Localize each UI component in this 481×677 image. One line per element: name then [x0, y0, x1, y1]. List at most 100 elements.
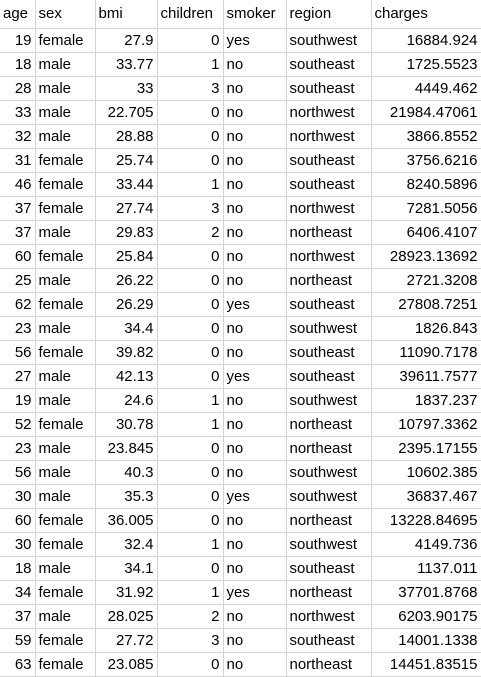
cell-children[interactable]: 1 [157, 52, 224, 77]
cell-bmi[interactable]: 35.3 [95, 484, 158, 509]
cell-charges[interactable]: 13228.84695 [371, 508, 481, 533]
cell-smoker[interactable]: no [223, 436, 287, 461]
cell-smoker[interactable]: no [223, 76, 287, 101]
cell-charges[interactable]: 10797.3362 [371, 412, 481, 437]
cell-bmi[interactable]: 40.3 [95, 460, 158, 485]
cell-charges[interactable]: 11090.7178 [371, 340, 481, 365]
cell-bmi[interactable]: 28.88 [95, 124, 158, 149]
cell-smoker[interactable]: no [223, 124, 287, 149]
cell-region[interactable]: southeast [286, 172, 372, 197]
cell-children[interactable]: 0 [157, 460, 224, 485]
cell-age[interactable]: 30 [0, 532, 36, 557]
cell-children[interactable]: 0 [157, 484, 224, 509]
cell-smoker[interactable]: yes [223, 28, 287, 53]
cell-region[interactable]: northwest [286, 100, 372, 125]
cell-bmi[interactable]: 42.13 [95, 364, 158, 389]
cell-region[interactable]: southwest [286, 388, 372, 413]
cell-age[interactable]: 33 [0, 100, 36, 125]
cell-children[interactable]: 0 [157, 244, 224, 269]
cell-age[interactable]: 46 [0, 172, 36, 197]
cell-sex[interactable]: female [35, 508, 96, 533]
cell-region[interactable]: southwest [286, 28, 372, 53]
cell-age[interactable]: 56 [0, 460, 36, 485]
cell-sex[interactable]: male [35, 124, 96, 149]
cell-sex[interactable]: male [35, 388, 96, 413]
cell-age[interactable]: 62 [0, 292, 36, 317]
cell-age[interactable]: 37 [0, 604, 36, 629]
cell-charges[interactable]: 10602.385 [371, 460, 481, 485]
cell-bmi[interactable]: 33.44 [95, 172, 158, 197]
cell-sex[interactable]: female [35, 292, 96, 317]
cell-sex[interactable]: female [35, 412, 96, 437]
cell-charges[interactable]: 39611.7577 [371, 364, 481, 389]
cell-age[interactable]: 25 [0, 268, 36, 293]
cell-sex[interactable]: female [35, 532, 96, 557]
cell-region[interactable]: southeast [286, 364, 372, 389]
cell-smoker[interactable]: no [223, 244, 287, 269]
cell-sex[interactable]: male [35, 316, 96, 341]
cell-region[interactable]: northeast [286, 508, 372, 533]
cell-smoker[interactable]: no [223, 172, 287, 197]
cell-age[interactable]: 32 [0, 124, 36, 149]
cell-bmi[interactable]: 23.845 [95, 436, 158, 461]
cell-smoker[interactable]: no [223, 556, 287, 581]
cell-children[interactable]: 0 [157, 652, 224, 677]
cell-children[interactable]: 0 [157, 292, 224, 317]
cell-region[interactable]: southeast [286, 292, 372, 317]
cell-bmi[interactable]: 27.74 [95, 196, 158, 221]
cell-charges[interactable]: 3866.8552 [371, 124, 481, 149]
cell-smoker[interactable]: no [223, 100, 287, 125]
cell-age[interactable]: 31 [0, 148, 36, 173]
cell-children[interactable]: 0 [157, 508, 224, 533]
cell-charges[interactable]: 14001.1338 [371, 628, 481, 653]
cell-smoker[interactable]: yes [223, 292, 287, 317]
cell-children[interactable]: 0 [157, 148, 224, 173]
cell-charges[interactable]: 28923.13692 [371, 244, 481, 269]
header-cell-sex[interactable]: sex [35, 0, 96, 29]
cell-bmi[interactable]: 27.9 [95, 28, 158, 53]
cell-region[interactable]: southeast [286, 628, 372, 653]
cell-age[interactable]: 30 [0, 484, 36, 509]
cell-age[interactable]: 59 [0, 628, 36, 653]
cell-charges[interactable]: 14451.83515 [371, 652, 481, 677]
cell-smoker[interactable]: no [223, 604, 287, 629]
cell-bmi[interactable]: 33 [95, 76, 158, 101]
cell-charges[interactable]: 2721.3208 [371, 268, 481, 293]
cell-bmi[interactable]: 26.29 [95, 292, 158, 317]
cell-sex[interactable]: male [35, 604, 96, 629]
cell-region[interactable]: southeast [286, 52, 372, 77]
cell-children[interactable]: 0 [157, 268, 224, 293]
cell-age[interactable]: 18 [0, 556, 36, 581]
cell-charges[interactable]: 3756.6216 [371, 148, 481, 173]
cell-sex[interactable]: female [35, 580, 96, 605]
cell-age[interactable]: 23 [0, 436, 36, 461]
cell-sex[interactable]: female [35, 340, 96, 365]
cell-charges[interactable]: 1725.5523 [371, 52, 481, 77]
cell-children[interactable]: 1 [157, 388, 224, 413]
header-cell-children[interactable]: children [157, 0, 224, 29]
cell-smoker[interactable]: no [223, 508, 287, 533]
cell-children[interactable]: 0 [157, 100, 224, 125]
cell-sex[interactable]: male [35, 436, 96, 461]
cell-sex[interactable]: female [35, 28, 96, 53]
cell-sex[interactable]: female [35, 652, 96, 677]
header-cell-age[interactable]: age [0, 0, 36, 29]
cell-children[interactable]: 1 [157, 412, 224, 437]
cell-bmi[interactable]: 30.78 [95, 412, 158, 437]
cell-sex[interactable]: female [35, 196, 96, 221]
cell-region[interactable]: southeast [286, 556, 372, 581]
header-cell-charges[interactable]: charges [371, 0, 481, 29]
cell-region[interactable]: southeast [286, 148, 372, 173]
cell-children[interactable]: 3 [157, 196, 224, 221]
cell-children[interactable]: 0 [157, 436, 224, 461]
cell-smoker[interactable]: no [223, 412, 287, 437]
cell-age[interactable]: 56 [0, 340, 36, 365]
cell-age[interactable]: 34 [0, 580, 36, 605]
cell-region[interactable]: northwest [286, 244, 372, 269]
cell-bmi[interactable]: 32.4 [95, 532, 158, 557]
cell-bmi[interactable]: 33.77 [95, 52, 158, 77]
header-cell-smoker[interactable]: smoker [223, 0, 287, 29]
cell-region[interactable]: northwest [286, 124, 372, 149]
cell-charges[interactable]: 8240.5896 [371, 172, 481, 197]
cell-region[interactable]: southeast [286, 76, 372, 101]
